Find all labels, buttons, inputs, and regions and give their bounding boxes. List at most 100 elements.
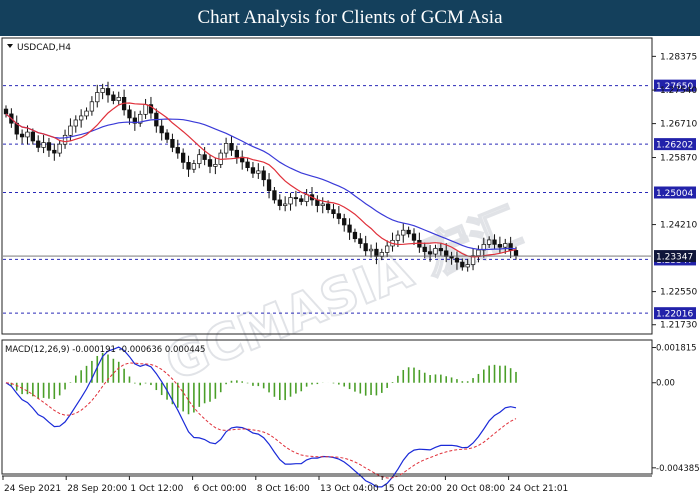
time-axis: 24 Sep 2021 28 Sep 20:00 1 Oct 12:00 6 Oct … (2, 475, 652, 494)
candle-body (25, 131, 30, 138)
candle-body (374, 248, 379, 257)
candle-body (401, 229, 406, 236)
level-label: 1.22016 (656, 310, 693, 320)
macd-panel-frame (1, 339, 653, 475)
candle-body (460, 261, 465, 268)
time-tick-label: 8 Oct 16:00 (257, 484, 310, 494)
current-price-label: 1.23347 (656, 253, 693, 263)
candle-body (331, 209, 336, 215)
time-tick-label: 24 Oct 21:01 (510, 484, 569, 494)
trading-chart[interactable]: GCMASIA 宏汇 1.276501.262021.250041.233471… (0, 36, 700, 500)
macd-indicator-label: MACD(12,26,9) -0.000191 -0.000636 0.0004… (5, 345, 205, 355)
candle-body (433, 248, 438, 255)
candle-body (234, 149, 239, 158)
macd-axis: 0.001815 0.00 -0.004385 (652, 344, 700, 474)
candle-body (186, 162, 191, 170)
candle-body (223, 143, 229, 154)
candle-body (465, 264, 470, 268)
candle-body (68, 125, 73, 136)
candlesticks (3, 81, 519, 272)
macd-tick-label: 0.001815 (656, 344, 697, 354)
time-tick-label: 15 Oct 20:00 (383, 484, 442, 494)
candle-body (111, 94, 116, 101)
candle-body (62, 134, 68, 145)
candle-body (315, 199, 320, 206)
price-tick-label: 1.24210 (660, 221, 697, 231)
candle-body (299, 198, 304, 202)
candle-body (492, 239, 497, 245)
symbol-timeframe-label: USDCAD,H4 (17, 43, 71, 53)
candle-body (229, 143, 234, 151)
price-tick-label: 1.25870 (660, 154, 697, 164)
candle-body (427, 251, 433, 255)
chart-title-banner: Chart Analysis for Clients of GCM Asia (0, 0, 700, 36)
candle-body (148, 104, 154, 114)
price-axis: 1.28375 1.27540 1.26710 1.25870 1.24210 1.225… (652, 52, 697, 331)
candle-body (36, 140, 41, 148)
macd-histogram (10, 352, 517, 415)
candle-body (320, 203, 325, 206)
candle-body (256, 170, 261, 174)
candle-body (363, 243, 368, 252)
candle-body (277, 199, 282, 206)
level-label: 1.27650 (656, 82, 693, 92)
candle-body (288, 197, 293, 205)
macd-tick-label: -0.004385 (656, 464, 700, 474)
candle-body (89, 101, 95, 112)
candle-body (406, 229, 411, 235)
candle-body (132, 117, 137, 124)
candle-body (245, 161, 250, 168)
candle-body (325, 203, 331, 210)
candle-body (197, 154, 202, 164)
candle-body (261, 170, 266, 181)
time-tick-label: 6 Oct 00:00 (194, 484, 247, 494)
candle-body (449, 256, 454, 259)
macd-panel[interactable]: 0.001815 0.00 -0.004385 MACD(12,26,9) -0.0… (1, 339, 700, 488)
candle-body (57, 143, 62, 154)
candle-body (116, 96, 121, 101)
candle-body (358, 238, 363, 244)
level-label-box (654, 138, 696, 151)
candle-body (272, 190, 277, 201)
macd-signal-line (5, 362, 517, 479)
candle-body (73, 119, 78, 127)
candle-body (3, 108, 9, 115)
candle-body (508, 243, 513, 251)
candle-body (105, 88, 111, 96)
level-label-box (654, 79, 696, 92)
candle-body (422, 246, 427, 252)
candle-body (164, 132, 170, 140)
price-panel[interactable]: 1.27650 1.26202 1.25004 1.23347 1.22016 1.28… (1, 37, 697, 335)
candle-body (213, 164, 218, 167)
candle-body (411, 233, 417, 241)
candle-body (497, 244, 503, 248)
candle-body (41, 142, 46, 148)
candle-body (476, 249, 481, 257)
time-tick-label: 24 Sep 2021 (4, 484, 61, 494)
candle-body (385, 245, 390, 253)
candle-body (175, 147, 180, 154)
candle-body (304, 194, 309, 202)
level-label: 1.25004 (656, 189, 693, 199)
candle-body (454, 257, 460, 263)
price-tick-label: 1.22550 (660, 288, 697, 298)
candle-body (127, 109, 132, 119)
candle-body (46, 142, 52, 151)
candle-body (487, 239, 492, 245)
candle-body (503, 243, 508, 248)
candle-body (95, 92, 100, 103)
macd-tick-label: 0.00 (656, 379, 675, 389)
candle-body (352, 231, 358, 240)
candle-body (100, 88, 105, 93)
candle-body (379, 252, 384, 257)
candle-body (266, 179, 272, 191)
current-price-marker: 1.23347 (3, 250, 696, 263)
dropdown-arrow-icon[interactable] (7, 44, 13, 48)
candle-body (138, 113, 143, 124)
watermark-text: GCMASIA 宏汇 (158, 197, 529, 392)
price-tick-label: 1.28375 (660, 52, 697, 62)
candle-body (283, 203, 288, 206)
candle-body (444, 250, 449, 257)
candle-body (159, 125, 164, 134)
symbol-label: USDCAD,H4 (7, 43, 71, 53)
